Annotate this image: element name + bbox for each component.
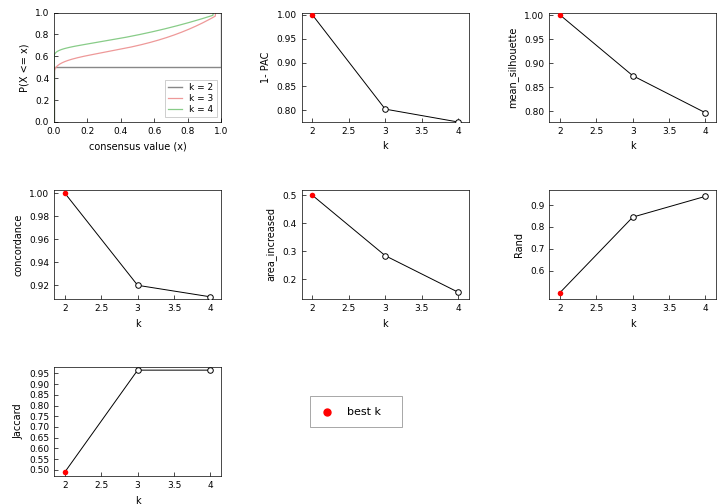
Y-axis label: Rand: Rand <box>514 232 524 257</box>
X-axis label: k: k <box>135 319 140 329</box>
X-axis label: consensus value (x): consensus value (x) <box>89 142 186 151</box>
X-axis label: k: k <box>630 142 636 151</box>
Y-axis label: 1- PAC: 1- PAC <box>261 51 271 83</box>
X-axis label: k: k <box>135 496 140 504</box>
Y-axis label: area_increased: area_increased <box>266 208 276 281</box>
X-axis label: k: k <box>630 319 636 329</box>
FancyBboxPatch shape <box>310 397 402 427</box>
Text: best k: best k <box>347 407 381 417</box>
X-axis label: k: k <box>382 319 388 329</box>
Y-axis label: P(X <= x): P(X <= x) <box>19 43 30 92</box>
X-axis label: k: k <box>382 142 388 151</box>
Y-axis label: mean_silhouette: mean_silhouette <box>508 27 518 108</box>
Legend: k = 2, k = 3, k = 4: k = 2, k = 3, k = 4 <box>165 80 217 117</box>
Y-axis label: concordance: concordance <box>14 213 24 276</box>
Y-axis label: Jaccard: Jaccard <box>14 404 24 439</box>
